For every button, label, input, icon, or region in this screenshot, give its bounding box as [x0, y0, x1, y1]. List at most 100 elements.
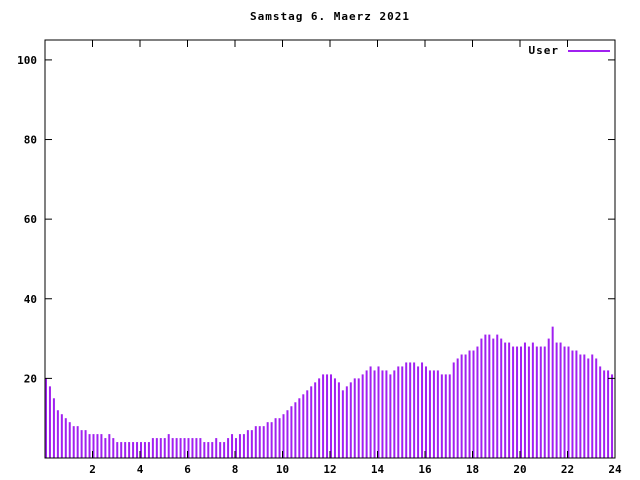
bar — [238, 434, 241, 458]
bar — [436, 370, 439, 458]
bar — [571, 350, 574, 458]
bar — [357, 378, 360, 458]
bar — [516, 346, 519, 458]
bar — [294, 402, 297, 458]
x-tick-label: 18 — [466, 463, 479, 476]
bar — [72, 426, 75, 458]
bar — [179, 438, 182, 458]
x-tick-label: 10 — [276, 463, 289, 476]
bar — [397, 366, 400, 458]
bar — [203, 442, 206, 458]
bar — [266, 422, 269, 458]
bar — [468, 350, 471, 458]
bar — [143, 442, 146, 458]
bar — [187, 438, 190, 458]
bar — [428, 370, 431, 458]
bar — [68, 422, 71, 458]
bar — [523, 342, 526, 458]
bar — [492, 338, 495, 458]
bar — [219, 442, 222, 458]
x-tick-label: 22 — [561, 463, 574, 476]
bar — [531, 342, 534, 458]
bar — [464, 354, 467, 458]
bar — [508, 342, 511, 458]
bar — [167, 434, 170, 458]
bar — [211, 442, 214, 458]
x-tick-label: 16 — [418, 463, 432, 476]
bar — [535, 346, 538, 458]
bar — [52, 398, 55, 458]
bar — [282, 414, 285, 458]
bar — [175, 438, 178, 458]
bar — [472, 350, 475, 458]
x-tick-label: 4 — [137, 463, 144, 476]
bar — [235, 438, 238, 458]
x-tick-label: 6 — [184, 463, 191, 476]
bar — [591, 354, 594, 458]
bar — [310, 386, 313, 458]
bar — [444, 374, 447, 458]
y-tick-label: 100 — [17, 54, 37, 67]
bar — [250, 430, 253, 458]
bar — [215, 438, 218, 458]
bar — [132, 442, 135, 458]
bar — [274, 418, 277, 458]
bar — [92, 434, 95, 458]
bar — [583, 354, 586, 458]
y-tick-label: 20 — [24, 372, 37, 385]
bar — [448, 374, 451, 458]
x-tick-label: 8 — [232, 463, 239, 476]
bar — [231, 434, 234, 458]
bar — [607, 370, 610, 458]
bar — [246, 430, 249, 458]
bar — [559, 342, 562, 458]
bar — [120, 442, 123, 458]
bar — [171, 438, 174, 458]
bar — [254, 426, 257, 458]
bar — [377, 366, 380, 458]
bar — [611, 374, 614, 458]
bar — [116, 442, 119, 458]
bar — [326, 374, 329, 458]
bar — [488, 334, 491, 458]
x-tick-label: 14 — [371, 463, 385, 476]
bar — [112, 438, 115, 458]
bar — [563, 346, 566, 458]
x-tick-label: 20 — [513, 463, 526, 476]
bar — [417, 366, 420, 458]
bar — [373, 370, 376, 458]
bar — [599, 366, 602, 458]
bar — [140, 442, 143, 458]
bar — [183, 438, 186, 458]
bar — [389, 374, 392, 458]
y-tick-label: 60 — [24, 213, 37, 226]
bar — [159, 438, 162, 458]
bar — [504, 342, 507, 458]
bar — [353, 378, 356, 458]
bar — [278, 418, 281, 458]
bar — [385, 370, 388, 458]
bar — [298, 398, 301, 458]
bar — [223, 442, 226, 458]
bar — [163, 438, 166, 458]
chart-title: Samstag 6. Maerz 2021 — [249, 10, 411, 23]
bar — [48, 386, 51, 458]
bar — [480, 338, 483, 458]
bar — [155, 438, 158, 458]
bar — [45, 378, 47, 458]
bar — [80, 430, 83, 458]
bar — [603, 370, 606, 458]
bar — [56, 410, 59, 458]
x-tick-label: 24 — [608, 463, 622, 476]
bar — [440, 374, 443, 458]
bar — [539, 346, 542, 458]
bar — [96, 434, 99, 458]
bar — [128, 442, 131, 458]
bar — [500, 338, 503, 458]
bar — [191, 438, 194, 458]
bar — [381, 370, 384, 458]
bar — [369, 366, 372, 458]
bar — [575, 350, 578, 458]
bar — [227, 438, 230, 458]
bar — [361, 374, 364, 458]
